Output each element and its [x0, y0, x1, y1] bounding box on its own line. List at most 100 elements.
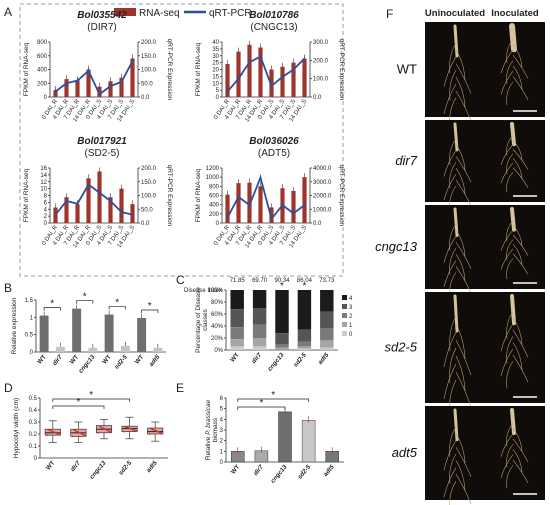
bar-rna — [236, 183, 241, 223]
bar-rna — [247, 44, 252, 97]
bar — [278, 411, 292, 463]
x-tick-label: adt5 — [322, 463, 336, 478]
point — [54, 431, 57, 434]
root-branch — [449, 223, 457, 251]
row-label: cngc13 — [375, 239, 418, 254]
tick-left-label: 0 — [216, 95, 220, 101]
y-label: Hypocotyl width (cm) — [13, 398, 20, 458]
root-branch — [512, 149, 529, 170]
y-label-2: classes — [202, 308, 209, 330]
stack-seg-4 — [252, 290, 267, 308]
tick-label: 0.4 — [29, 408, 38, 414]
stack-seg-3 — [230, 309, 244, 328]
root-branch — [506, 422, 514, 447]
gene-subtitle: (CNGC13) — [250, 22, 297, 33]
legend-rna-label: RNA-seq — [139, 8, 180, 19]
panel-a-border — [19, 3, 344, 277]
root-branch — [506, 39, 514, 63]
point — [161, 432, 163, 435]
tick-label: 1.5 — [25, 298, 34, 304]
root-branch — [449, 426, 457, 457]
stack-seg-0 — [252, 346, 267, 350]
root-branch — [443, 236, 457, 263]
header-inoculated: Inoculated — [491, 8, 539, 19]
tick-right-label: 50.0 — [141, 207, 153, 213]
root-branch — [455, 339, 472, 376]
bar-rna — [97, 171, 102, 223]
photo-row-WT: WT — [397, 22, 545, 128]
y-label-2: biomass — [212, 417, 219, 442]
tick-label: 0 — [34, 456, 38, 462]
x-tick-label: cngc13 — [266, 351, 285, 372]
y-label: Relative expression — [11, 297, 18, 354]
photo-background — [425, 120, 545, 202]
tick-right-label: 100.0 — [141, 68, 157, 74]
point — [107, 429, 109, 432]
root-branch — [443, 467, 457, 498]
tick-left-label: 1200 — [206, 166, 220, 172]
disease-index-value: 73.73 — [319, 278, 335, 284]
stack-seg-2 — [252, 324, 267, 338]
root-branch — [506, 311, 514, 339]
x-tick-label: dir7 — [250, 351, 263, 365]
point — [78, 431, 81, 434]
legend-swatch — [342, 313, 347, 318]
sig-star: * — [302, 281, 306, 292]
x-tick-label: WT — [230, 464, 242, 476]
root-branch — [500, 433, 514, 457]
root-branch — [512, 428, 523, 452]
tick-left-label: 4 — [44, 207, 48, 213]
x-tick-label: adt5 — [145, 459, 159, 474]
root-branch — [512, 158, 523, 179]
root-branch — [455, 90, 472, 122]
y-label: Percentage of Disease — [195, 287, 202, 353]
root-branch — [506, 81, 514, 106]
sig-star: * — [271, 390, 275, 401]
stack-seg-3 — [275, 333, 289, 344]
point — [58, 433, 61, 436]
chart-A1: Bol035542(DIR7) 0 200 400 600 800 0.0 50.0 100.0… — [23, 10, 173, 123]
sig-bracket — [43, 307, 61, 311]
stack-seg-1 — [252, 338, 267, 347]
root-branch — [455, 447, 472, 477]
bar — [120, 345, 130, 352]
legend-label: 0 — [349, 332, 353, 338]
root-branch — [500, 71, 514, 95]
x-tick-label: adt5 — [317, 351, 331, 366]
row-label: adt5 — [392, 445, 418, 460]
root-branch — [500, 348, 514, 377]
root-branch — [443, 174, 457, 201]
root-branch — [455, 144, 466, 171]
tick-right-label: 100.0 — [313, 77, 329, 83]
root-branch — [443, 363, 457, 399]
tick-label: 0.2 — [29, 432, 38, 438]
point — [73, 429, 76, 431]
bar-rna — [225, 194, 230, 223]
legend-swatch — [342, 331, 347, 336]
bar-rna — [225, 64, 230, 97]
tick-label: 0 — [220, 460, 224, 466]
disease-index-title: Disease Index — [184, 288, 222, 294]
x-tick-label: sd2-5 — [296, 463, 312, 480]
sig-star: * — [76, 397, 80, 408]
bar-rna — [64, 197, 69, 223]
tick-left-label: 800 — [209, 184, 220, 190]
tick-right-label: 2000.0 — [313, 194, 332, 200]
tick-left-label: 16 — [40, 166, 47, 172]
bar-rna — [280, 66, 285, 97]
tick-label: 6 — [220, 396, 224, 402]
tick-left-label: 2 — [44, 214, 48, 220]
point — [155, 430, 158, 432]
root-branch — [512, 167, 529, 188]
tick-label: 0.3 — [29, 420, 38, 426]
stack-seg-2 — [320, 328, 334, 341]
gene-title: Bol010786 — [249, 10, 299, 21]
y-label-right: qRT-PCR Expression — [166, 165, 173, 227]
stack-seg-1 — [230, 339, 244, 347]
sig-star: * — [83, 292, 87, 303]
root-branch — [512, 253, 529, 275]
tick-label: 3 — [220, 428, 224, 434]
root-branch — [449, 480, 457, 505]
